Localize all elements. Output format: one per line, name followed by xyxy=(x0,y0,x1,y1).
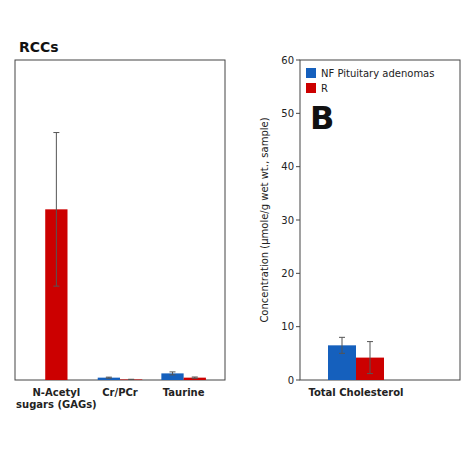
y-tick xyxy=(296,60,300,61)
x-tick-label: Total Cholesterol xyxy=(308,387,403,398)
legend: NF Pituitary adenomas R xyxy=(306,68,434,94)
y-tick xyxy=(296,166,300,167)
y-tick xyxy=(296,220,300,221)
plot-frame xyxy=(15,60,225,380)
error-bar xyxy=(339,337,345,353)
bar xyxy=(184,378,206,380)
error-bar xyxy=(170,372,176,375)
error-bar xyxy=(192,377,198,378)
bar xyxy=(120,379,142,380)
error-bar xyxy=(106,377,112,378)
x-tick-label: N-Acetylsugars (GAGs) xyxy=(16,387,97,410)
y-tick-label: 50 xyxy=(281,108,294,119)
panel: N-Acetylsugars (GAGs) Cr/PCr Taurine RCCs xyxy=(15,39,225,410)
x-tick-label: Taurine xyxy=(163,387,205,398)
legend-swatch xyxy=(306,68,316,78)
y-tick xyxy=(296,113,300,114)
x-tick-label: Cr/PCr xyxy=(102,387,138,398)
y-tick xyxy=(296,273,300,274)
y-tick-label: 0 xyxy=(288,375,294,386)
y-tick-label: 40 xyxy=(281,161,294,172)
y-tick-label: 10 xyxy=(281,321,294,332)
title: RCCs xyxy=(19,39,59,55)
y-tick xyxy=(296,380,300,381)
plot-frame xyxy=(300,60,460,380)
y-tick-label: 20 xyxy=(281,268,294,279)
y-axis-label: Concentration (μmole/g wet wt., sample) xyxy=(259,117,270,322)
marks xyxy=(45,133,206,380)
legend-label: R xyxy=(321,83,328,94)
error-bar xyxy=(128,379,134,380)
legend-swatch xyxy=(306,83,316,93)
error-bar xyxy=(367,342,373,374)
panel-label: B xyxy=(310,99,334,137)
panel: Total Cholesterol 0 10 20 30 40 50 60 Concentrat… xyxy=(259,55,460,399)
marks xyxy=(328,337,384,380)
y-tick-label: 60 xyxy=(281,55,294,66)
y-tick-label: 30 xyxy=(281,215,294,226)
legend-label: NF Pituitary adenomas xyxy=(321,68,434,79)
bar xyxy=(98,378,120,380)
chart-root: N-Acetylsugars (GAGs) Cr/PCr Taurine RCCs To… xyxy=(0,0,474,474)
y-tick xyxy=(296,326,300,327)
error-bar xyxy=(53,133,59,287)
